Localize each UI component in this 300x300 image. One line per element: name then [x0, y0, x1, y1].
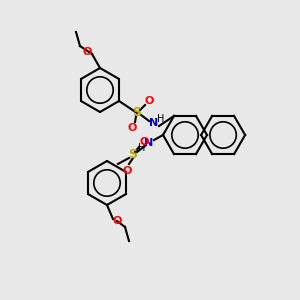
- Text: O: O: [144, 96, 154, 106]
- Text: H: H: [158, 114, 165, 124]
- Text: S: S: [133, 106, 142, 119]
- Text: N: N: [144, 138, 154, 148]
- Text: N: N: [149, 118, 159, 128]
- Text: S: S: [128, 148, 137, 161]
- Text: O: O: [82, 47, 92, 57]
- Text: O: O: [128, 123, 137, 133]
- Text: O: O: [122, 166, 132, 176]
- Text: H: H: [138, 143, 146, 153]
- Text: O: O: [139, 137, 149, 147]
- Text: O: O: [112, 216, 122, 226]
